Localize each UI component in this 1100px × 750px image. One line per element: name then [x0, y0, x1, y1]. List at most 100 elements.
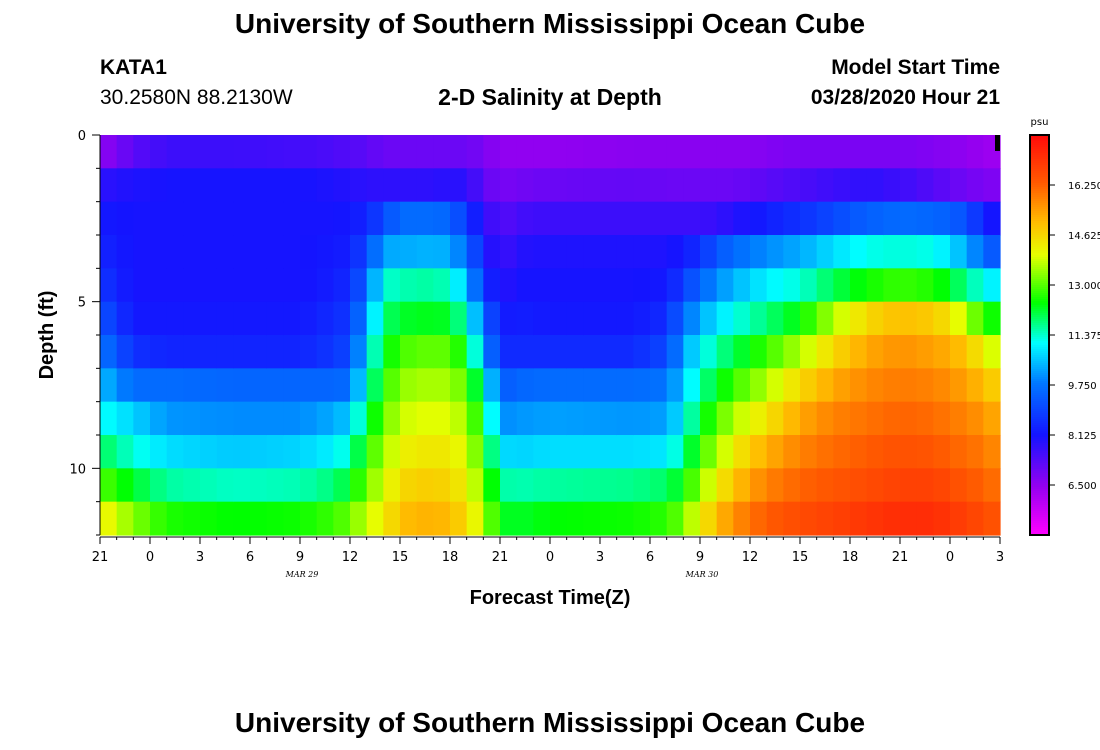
- heatmap-cell: [333, 268, 351, 303]
- heatmap-cell: [233, 468, 251, 503]
- heatmap-cell: [516, 468, 534, 503]
- heatmap-cell: [116, 501, 134, 536]
- heatmap-cell: [900, 268, 918, 303]
- heatmap-cell: [400, 301, 418, 336]
- heatmap-cell: [533, 235, 551, 269]
- heatmap-cell: [133, 501, 151, 536]
- heatmap-cell: [650, 435, 668, 469]
- heatmap-cell: [333, 335, 351, 369]
- heatmap-cell: [616, 235, 634, 269]
- heatmap-cell: [783, 168, 801, 203]
- heatmap-cell: [300, 235, 318, 269]
- heatmap-cell: [466, 235, 484, 269]
- heatmap-cell: [383, 201, 401, 236]
- colorbar-segment: [1030, 159, 1049, 162]
- colorbar-segment: [1030, 355, 1049, 358]
- heatmap-cell: [250, 435, 268, 469]
- heatmap-cell: [166, 268, 184, 303]
- heatmap-cell: [816, 268, 834, 303]
- colorbar-segment: [1030, 219, 1049, 222]
- heatmap-cell: [333, 235, 351, 269]
- heatmap-cell: [100, 501, 118, 536]
- heatmap-cell: [150, 468, 168, 503]
- heatmap-cell: [416, 301, 434, 336]
- heatmap-cell: [283, 368, 301, 403]
- heatmap-cell: [600, 368, 618, 403]
- heatmap-cell: [600, 135, 618, 169]
- heatmap-cell: [983, 468, 1001, 503]
- heatmap-cell: [516, 335, 534, 369]
- heatmap-cell: [416, 435, 434, 469]
- heatmap-cell: [533, 501, 551, 536]
- heatmap-cell: [916, 501, 934, 536]
- heatmap-cell: [250, 401, 268, 436]
- heatmap-cell: [333, 468, 351, 503]
- heatmap-cell: [650, 401, 668, 436]
- heatmap-cell: [233, 501, 251, 536]
- colorbar-segment: [1030, 493, 1049, 496]
- heatmap-cell: [633, 135, 651, 169]
- heatmap-cell: [350, 268, 368, 303]
- heatmap-cell: [750, 368, 768, 403]
- heatmap-cell: [283, 301, 301, 336]
- heatmap-cell: [566, 368, 584, 403]
- heatmap-cell: [750, 235, 768, 269]
- heatmap-cell: [300, 501, 318, 536]
- heatmap-cell: [600, 235, 618, 269]
- heatmap-cell: [466, 301, 484, 336]
- heatmap-cell: [416, 468, 434, 503]
- heatmap-cell: [616, 268, 634, 303]
- x-tick-label: 9: [696, 550, 704, 565]
- heatmap-cell: [583, 168, 601, 203]
- heatmap-cell: [750, 301, 768, 336]
- heatmap-cell: [816, 368, 834, 403]
- heatmap-cell: [350, 201, 368, 236]
- colorbar-segment: [1030, 195, 1049, 198]
- heatmap-cell: [683, 201, 701, 236]
- heatmap-cell: [666, 401, 684, 436]
- heatmap-cell: [700, 368, 718, 403]
- colorbar-segment: [1030, 295, 1049, 298]
- heatmap-cell: [766, 168, 784, 203]
- colorbar-segment: [1030, 495, 1049, 498]
- colorbar-segment: [1030, 497, 1049, 500]
- heatmap-cell: [266, 201, 284, 236]
- heatmap-cell: [350, 235, 368, 269]
- x-tick-label: 21: [892, 550, 909, 565]
- heatmap-cell: [816, 501, 834, 536]
- heatmap-cell: [166, 368, 184, 403]
- heatmap-cell: [633, 268, 651, 303]
- heatmap-cell: [650, 368, 668, 403]
- heatmap-cell: [666, 135, 684, 169]
- heatmap-cell: [333, 501, 351, 536]
- heatmap-cell: [516, 268, 534, 303]
- heatmap-cell: [500, 235, 518, 269]
- heatmap-cell: [733, 168, 751, 203]
- heatmap-cell: [633, 301, 651, 336]
- colorbar-segment: [1030, 473, 1049, 476]
- colorbar-segment: [1030, 321, 1049, 324]
- colorbar-segment: [1030, 181, 1049, 184]
- heatmap-cell: [966, 335, 984, 369]
- heatmap-cell: [166, 301, 184, 336]
- heatmap-cell: [116, 168, 134, 203]
- heatmap-cell: [483, 168, 501, 203]
- colorbar-segment: [1030, 411, 1049, 414]
- heatmap-cell: [766, 368, 784, 403]
- heatmap-cell: [666, 501, 684, 536]
- heatmap-cell: [316, 201, 334, 236]
- colorbar-segment: [1030, 501, 1049, 504]
- heatmap-cell: [500, 168, 518, 203]
- heatmap-cell: [500, 335, 518, 369]
- heatmap-cell: [566, 135, 584, 169]
- heatmap-cell: [200, 435, 218, 469]
- heatmap-cell: [433, 168, 451, 203]
- colorbar-segment: [1030, 211, 1049, 214]
- heatmap-cell: [200, 468, 218, 503]
- heatmap-cell: [283, 201, 301, 236]
- heatmap-cell: [233, 435, 251, 469]
- heatmap-cell: [700, 401, 718, 436]
- heatmap-cell: [216, 201, 234, 236]
- heatmap-cell: [833, 135, 851, 169]
- heatmap-cell: [233, 301, 251, 336]
